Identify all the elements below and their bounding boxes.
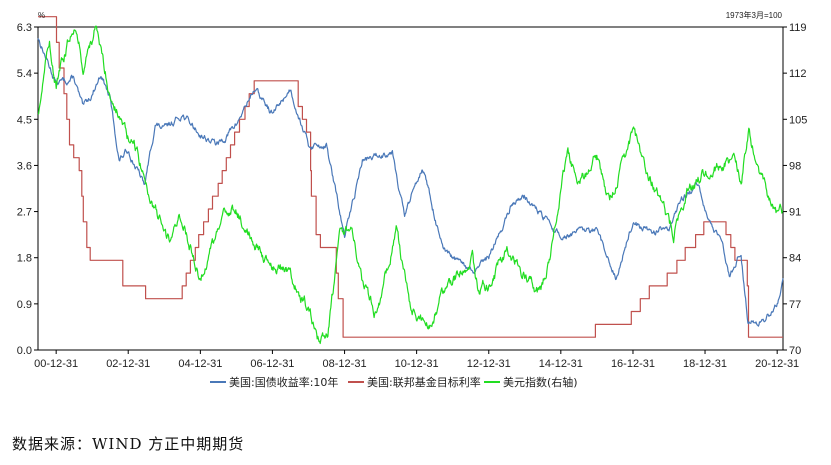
legend: 美国:国债收益率:10年 美国:联邦基金目标利率 美元指数(右轴) [210, 375, 578, 389]
right-axis: 70 77 84 91 98 105 112 119 [783, 22, 807, 357]
plot-frame [37, 26, 784, 351]
left-tick-label: 3.6 [17, 160, 32, 172]
x-tick-label: 16-12-31 [611, 358, 655, 370]
series-line-2 [37, 25, 784, 345]
left-tick-label: 1.8 [17, 253, 32, 265]
x-tick-label: 00-12-31 [34, 358, 78, 370]
x-tick-label: 02-12-31 [106, 358, 150, 370]
right-tick-label: 70 [789, 345, 801, 357]
right-tick-label: 77 [789, 299, 801, 311]
legend-label: 美元指数(右轴) [503, 375, 578, 389]
left-tick-label: 0.0 [17, 345, 32, 357]
left-tick-label: 4.5 [17, 114, 32, 126]
x-tick-label: 06-12-31 [250, 358, 294, 370]
right-tick-label: 119 [789, 22, 807, 34]
x-tick-label: 04-12-31 [178, 358, 222, 370]
left-tick-label: 5.4 [17, 68, 32, 80]
series-line-1 [38, 16, 783, 338]
left-axis: 0.0 0.9 1.8 2.7 3.6 4.5 5.4 6.3 [17, 22, 38, 357]
x-tick-label: 20-12-31 [755, 358, 799, 370]
left-tick-label: 6.3 [17, 22, 32, 34]
right-tick-label: 98 [789, 160, 801, 172]
legend-label: 美国:联邦基金目标利率 [367, 375, 481, 389]
x-tick-label: 18-12-31 [683, 358, 727, 370]
left-tick-label: 2.7 [17, 207, 32, 219]
series-line-0 [37, 38, 784, 327]
right-tick-label: 112 [789, 68, 807, 80]
x-tick-label: 12-12-31 [467, 358, 511, 370]
plot-border [37, 26, 784, 351]
right-axis-unit: 1973年3月=100 [726, 10, 783, 20]
right-tick-label: 84 [789, 253, 801, 265]
x-tick-label: 10-12-31 [395, 358, 439, 370]
legend-label: 美国:国债收益率:10年 [229, 375, 338, 389]
right-tick-label: 91 [789, 207, 801, 219]
data-source-note: 数据来源：WIND 方正中期期货 [12, 435, 245, 453]
left-tick-label: 0.9 [17, 299, 32, 311]
series-layer [37, 16, 784, 345]
x-tick-label: 08-12-31 [323, 358, 367, 370]
right-tick-label: 105 [789, 114, 807, 126]
x-tick-label: 14-12-31 [539, 358, 583, 370]
left-axis-unit: % [38, 11, 45, 20]
x-axis: 00-12-31 02-12-31 04-12-31 06-12-31 08-12-31… [34, 350, 799, 370]
